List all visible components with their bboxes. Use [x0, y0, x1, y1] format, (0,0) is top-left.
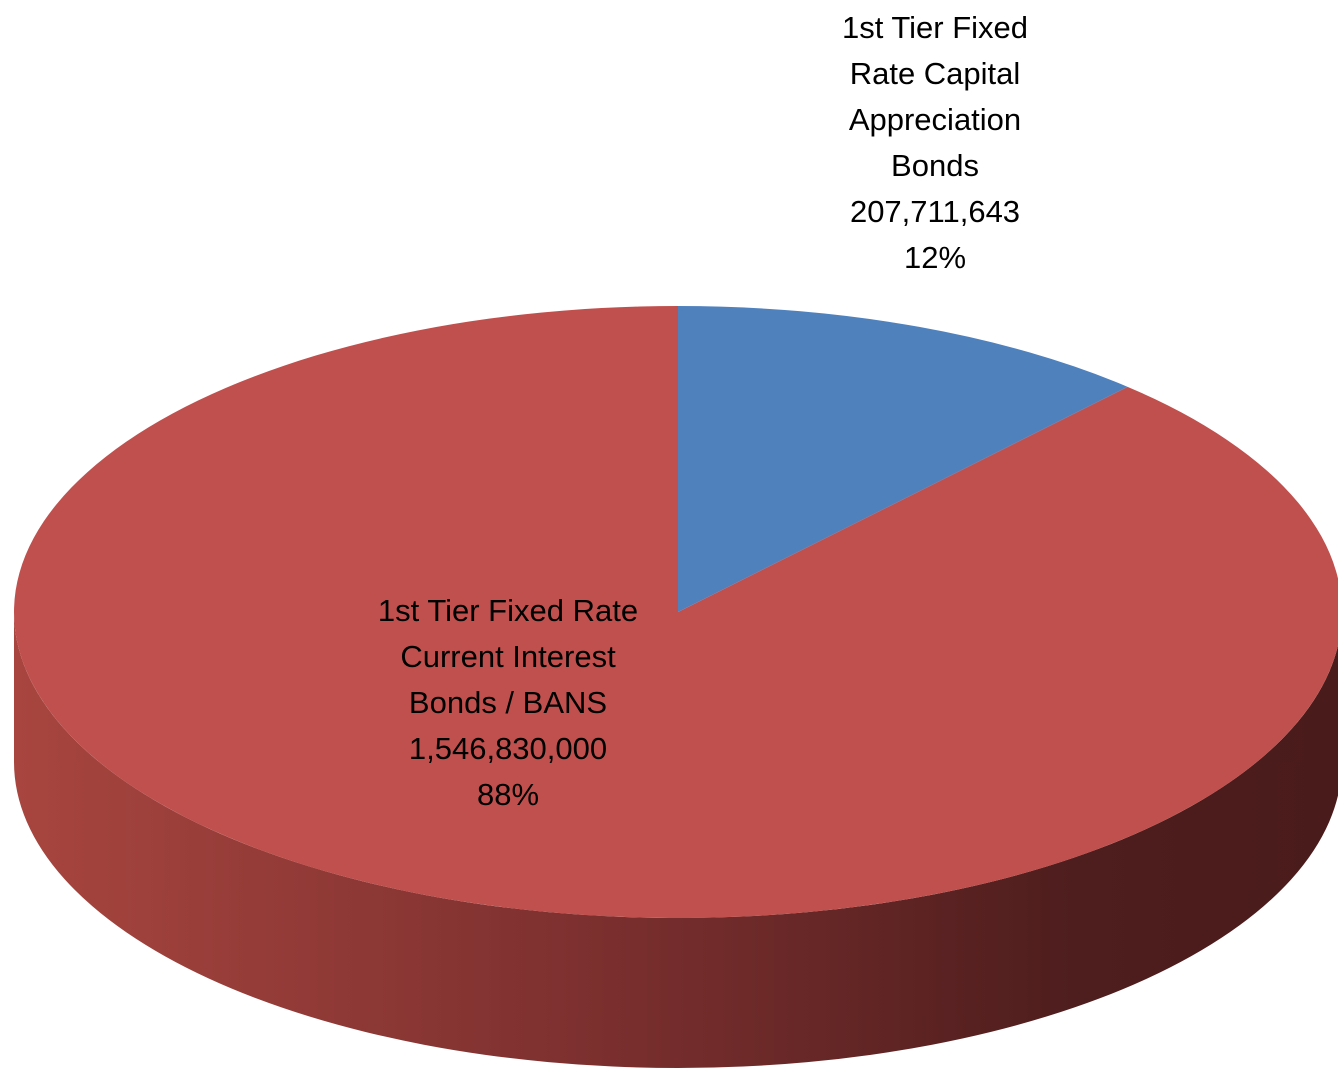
value-label: 207,711,643: [849, 194, 1021, 229]
category-label: 1st Tier Fixed Rate Current Interest Bon…: [377, 593, 639, 720]
data-label: 1st Tier Fixed Rate Capital Appreciation…: [815, 5, 1055, 281]
slice-side: [14, 612, 1338, 1068]
percent-label: 88%: [476, 777, 540, 812]
category-label: 1st Tier Fixed Rate Capital Appreciation…: [841, 10, 1029, 183]
slice: [14, 306, 1338, 918]
value-label: 1,546,830,000: [408, 731, 608, 766]
pie: [14, 306, 1338, 1068]
percent-label: 12%: [903, 240, 967, 275]
data-label: 1st Tier Fixed Rate Current Interest Bon…: [360, 588, 656, 818]
slice: [678, 306, 1128, 612]
